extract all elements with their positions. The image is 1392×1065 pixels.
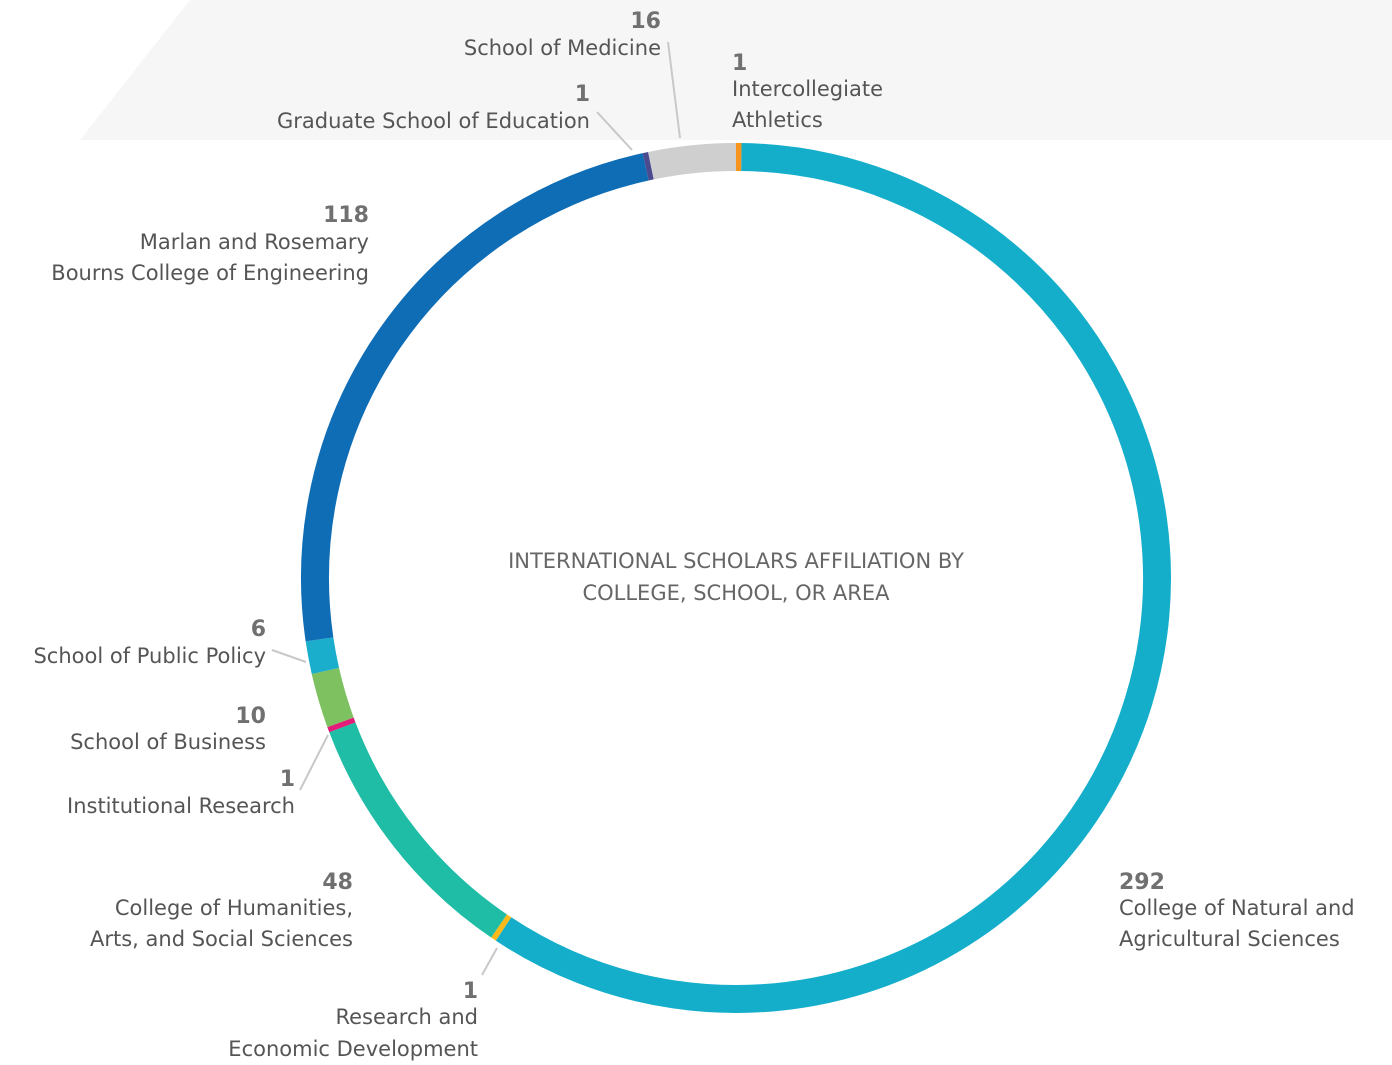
leader-line — [481, 947, 498, 976]
category-label: College of Humanities, Arts, and Social S… — [90, 896, 353, 951]
title-line: COLLEGE, SCHOOL, OR AREA — [582, 581, 890, 605]
leader-line — [667, 41, 681, 139]
label-line: School of Medicine — [464, 36, 661, 60]
value-label: 1 — [575, 82, 590, 107]
donut-segment — [305, 637, 340, 675]
donut-segment — [491, 914, 512, 941]
label-line: Research and — [335, 1005, 478, 1029]
label-line: Athletics — [732, 108, 823, 132]
title-line: INTERNATIONAL SCHOLARS AFFILIATION BY — [508, 549, 964, 573]
category-label: School of Public Policy — [33, 644, 266, 668]
donut-segment — [311, 667, 354, 728]
category-label: Graduate School of Education — [277, 109, 590, 133]
label-line: Arts, and Social Sciences — [90, 927, 353, 951]
label-line: College of Natural and — [1119, 896, 1355, 920]
donut-segment — [648, 143, 737, 180]
value-label: 1 — [463, 979, 478, 1004]
value-label: 10 — [235, 704, 266, 729]
category-label: Intercollegiate Athletics — [732, 77, 883, 132]
value-label: 118 — [323, 203, 369, 228]
label-line: Institutional Research — [67, 794, 295, 818]
value-label: 48 — [322, 870, 353, 895]
label-line: College of Humanities, — [115, 896, 353, 920]
donut-segment — [301, 153, 649, 642]
label-line: Agricultural Sciences — [1119, 927, 1340, 951]
leader-line — [596, 111, 633, 151]
value-label: 6 — [251, 617, 266, 642]
category-label: Marlan and Rosemary Bourns College of Eng… — [51, 230, 369, 285]
value-label: 1 — [732, 51, 747, 76]
category-label: College of Natural and Agricultural Scien… — [1119, 896, 1355, 951]
value-label: 1 — [280, 767, 295, 792]
donut-segment — [495, 143, 1171, 1013]
leader-line — [299, 734, 329, 791]
value-label: 292 — [1119, 870, 1165, 895]
category-label: Research and Economic Development — [228, 1005, 478, 1061]
label-line: Bourns College of Engineering — [51, 261, 369, 285]
label-line: Marlan and Rosemary — [140, 230, 369, 254]
category-label: Institutional Research — [67, 794, 295, 818]
donut-segment — [327, 717, 356, 733]
label-line: School of Business — [70, 730, 266, 754]
label-line: Economic Development — [228, 1037, 478, 1061]
label-line: Graduate School of Education — [277, 109, 590, 133]
background-band — [80, 0, 1392, 140]
label-line: Intercollegiate — [732, 77, 883, 101]
category-label: School of Medicine — [464, 36, 661, 60]
chart-title: INTERNATIONAL SCHOLARS AFFILIATION BY COL… — [508, 549, 964, 605]
donut-segment — [329, 722, 507, 938]
category-label: School of Business — [70, 730, 266, 754]
donut-segment — [642, 151, 654, 181]
value-label: 16 — [630, 9, 661, 34]
leader-line — [271, 649, 307, 663]
label-line: School of Public Policy — [33, 644, 266, 668]
